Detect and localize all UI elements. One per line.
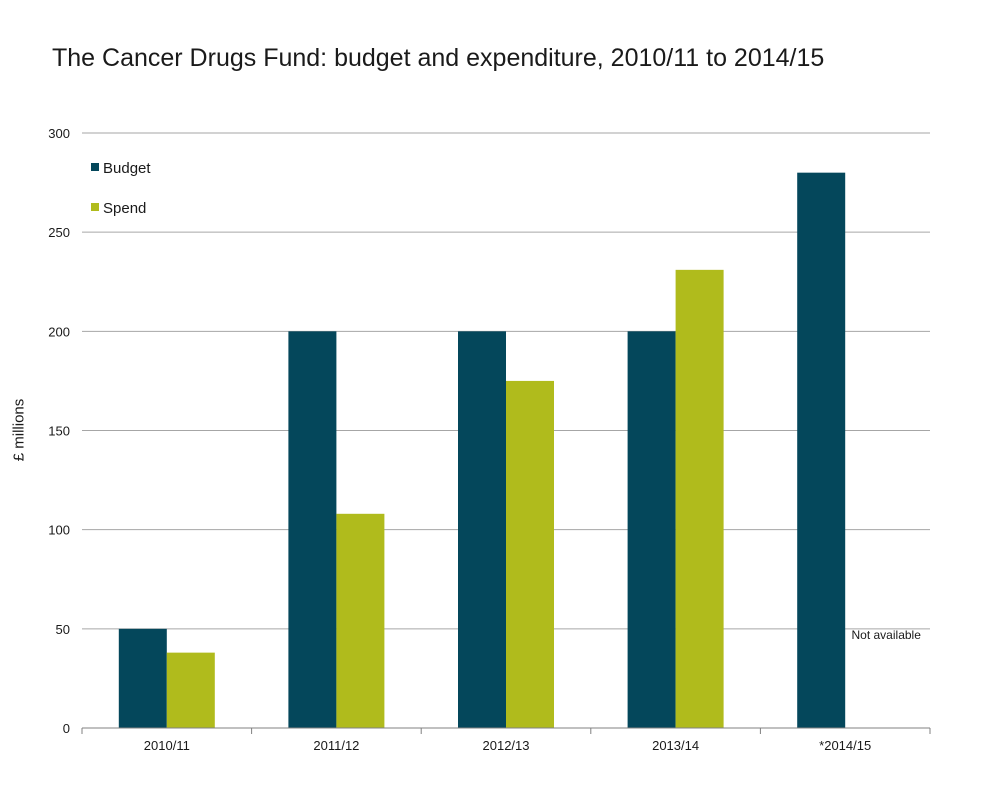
x-tick-label: 2010/11 xyxy=(144,738,190,753)
bar-budget-201415 xyxy=(797,172,846,728)
bar-budget-201112 xyxy=(288,331,337,728)
x-tick-label: 2013/14 xyxy=(652,738,699,753)
bar-budget-201213 xyxy=(458,331,506,728)
x-tick-label: *2014/15 xyxy=(819,738,871,753)
bar-spend-201213 xyxy=(506,380,554,728)
legend-swatch-spend xyxy=(91,203,99,211)
legend: Budget Spend xyxy=(91,160,151,217)
y-tick-label: 0 xyxy=(63,721,70,736)
y-tick-label: 100 xyxy=(48,523,70,538)
x-tick-label: 2011/12 xyxy=(313,738,359,753)
bar-spend-201314 xyxy=(675,269,724,728)
bars xyxy=(118,172,846,728)
bar-spend-201011 xyxy=(166,652,215,728)
y-tick-label: 250 xyxy=(48,225,70,240)
axes: 0 50 100 150 200 250 300 2010/11 2011/12 2012/13 2… xyxy=(48,126,931,753)
y-tick-label: 200 xyxy=(48,324,70,339)
chart-title: The Cancer Drugs Fund: budget and expend… xyxy=(52,44,825,72)
bar-spend-201112 xyxy=(336,513,385,728)
legend-label-spend: Spend xyxy=(103,200,146,217)
bar-budget-201314 xyxy=(627,331,676,728)
legend-swatch-budget xyxy=(91,163,99,171)
y-tick-label: 150 xyxy=(48,424,70,439)
legend-label-budget: Budget xyxy=(103,160,151,177)
y-tick-label: 50 xyxy=(56,622,70,637)
bar-budget-201011 xyxy=(118,628,167,728)
x-tick-label: 2012/13 xyxy=(483,738,530,753)
y-tick-label: 300 xyxy=(48,126,70,141)
annotations: Not available xyxy=(852,628,922,642)
annotation-not-available: Not available xyxy=(852,628,922,642)
